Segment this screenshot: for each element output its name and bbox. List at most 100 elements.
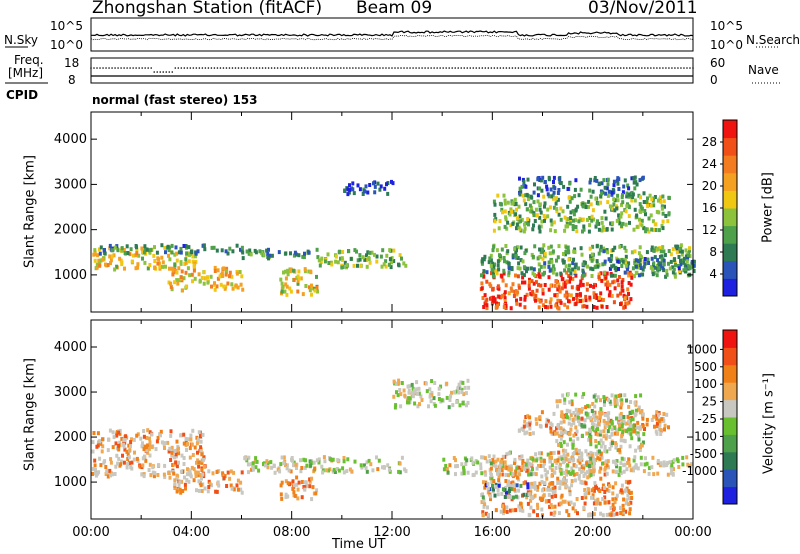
velocity-cell (153, 471, 157, 476)
power-cell (593, 176, 597, 180)
velocity-cell (169, 433, 173, 438)
velocity-cell (148, 462, 152, 467)
power-cell (655, 273, 659, 278)
velocity-cell (407, 388, 411, 393)
velocity-cell (572, 410, 576, 415)
velocity-colorbar-tick-label: 100 (694, 377, 717, 391)
velocity-colorbar-segment (723, 486, 737, 505)
power-cell (562, 184, 566, 189)
velocity-cell (619, 438, 623, 443)
power-cell (338, 249, 342, 254)
velocity-y-tick-label: 3000 (54, 385, 87, 400)
velocity-cell (486, 486, 490, 491)
velocity-cell (557, 511, 561, 516)
velocity-cell (460, 390, 464, 395)
velocity-cell (482, 480, 485, 485)
power-cell (595, 221, 599, 226)
velocity-cell (507, 473, 510, 478)
velocity-cell (94, 468, 97, 472)
power-cell (120, 260, 124, 265)
power-cell (129, 247, 133, 252)
power-cell (592, 291, 596, 296)
velocity-cell (183, 475, 186, 480)
freq-point (355, 67, 357, 69)
power-cell (625, 301, 629, 306)
power-cell (568, 279, 572, 284)
velocity-cell (140, 444, 144, 449)
power-cell (175, 270, 179, 275)
power-cell (509, 207, 513, 212)
velocity-cell (494, 464, 498, 469)
velocity-cell (232, 470, 236, 475)
velocity-colorbar-tick-label: -100 (690, 429, 717, 443)
freq-point (635, 67, 637, 69)
velocity-cell (376, 467, 380, 472)
velocity-cell (639, 393, 643, 398)
noise-left-tick-bottom: 10^0 (50, 38, 83, 52)
velocity-cell (533, 486, 537, 491)
velocity-cell (564, 469, 568, 474)
velocity-cell (312, 460, 316, 465)
velocity-cell (142, 474, 146, 479)
velocity-cell (119, 459, 123, 464)
velocity-cell (145, 445, 149, 450)
velocity-cell (121, 453, 124, 458)
velocity-cell (571, 469, 575, 474)
velocity-cell (417, 386, 421, 391)
power-cell (515, 207, 518, 212)
velocity-cell (411, 394, 415, 399)
power-cell (621, 193, 624, 198)
velocity-cell (618, 422, 622, 427)
power-cell (585, 304, 589, 309)
velocity-cell (598, 489, 602, 493)
power-cell (630, 250, 634, 255)
velocity-cell (637, 437, 641, 442)
velocity-cell (310, 460, 314, 465)
velocity-cell (113, 472, 117, 476)
freq-point (397, 67, 399, 69)
velocity-cell (400, 455, 404, 460)
velocity-cell (562, 440, 566, 445)
velocity-cell (311, 485, 315, 490)
velocity-cell (484, 472, 488, 477)
velocity-cell (491, 458, 495, 463)
power-cell (617, 275, 621, 279)
cpid-label: CPID (6, 88, 39, 102)
power-cell (637, 193, 641, 198)
power-cell (537, 225, 541, 230)
power-cell (665, 272, 669, 277)
power-cell (241, 256, 245, 261)
power-cell (296, 281, 300, 286)
velocity-cell (189, 474, 193, 479)
power-colorbar-segment (723, 243, 737, 262)
power-cell (616, 181, 620, 186)
velocity-cell (599, 466, 603, 471)
velocity-cell (583, 488, 587, 492)
power-cell (239, 247, 242, 252)
cpid-value: normal (fast stereo) 153 (92, 93, 258, 107)
velocity-cell (602, 418, 606, 423)
velocity-cell (284, 463, 287, 468)
velocity-cell (634, 394, 638, 399)
power-cell (167, 280, 171, 285)
power-cell (334, 259, 338, 264)
power-cell (173, 252, 177, 257)
power-cell (517, 204, 521, 209)
freq-point (321, 67, 324, 69)
freq-point (610, 67, 613, 69)
velocity-cell (601, 513, 605, 518)
velocity-cell (587, 474, 591, 479)
velocity-cell (143, 454, 147, 459)
power-cell (197, 272, 201, 277)
power-cell (141, 256, 144, 261)
velocity-cell (631, 424, 635, 429)
power-cell (93, 248, 97, 253)
velocity-cell (655, 431, 659, 436)
velocity-cell (527, 472, 531, 477)
velocity-cell (163, 475, 167, 480)
velocity-cell (596, 501, 600, 506)
velocity-cell (571, 442, 575, 447)
velocity-cell (590, 425, 594, 430)
velocity-cell (417, 391, 421, 396)
velocity-cell (596, 497, 600, 502)
